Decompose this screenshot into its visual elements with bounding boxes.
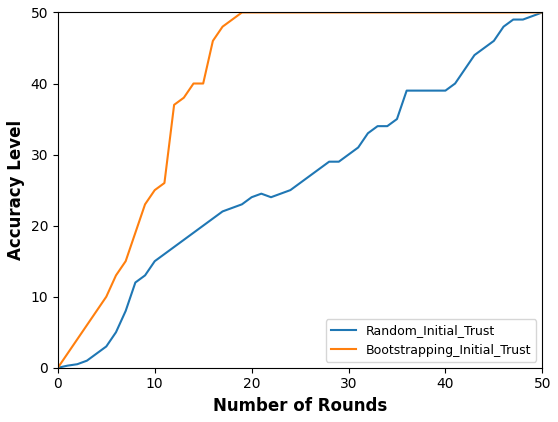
Bootstrapping_Initial_Trust	[190, 81, 197, 86]
Random_Initial_Trust	[374, 124, 381, 129]
Bootstrapping_Initial_Trust	[161, 181, 168, 186]
Random_Initial_Trust	[530, 14, 536, 19]
Bootstrapping_Initial_Trust	[142, 202, 148, 207]
Bootstrapping_Initial_Trust	[84, 322, 90, 327]
Bootstrapping_Initial_Trust	[74, 337, 80, 342]
Random_Initial_Trust	[539, 10, 546, 15]
Legend: Random_Initial_Trust, Bootstrapping_Initial_Trust: Random_Initial_Trust, Bootstrapping_Init…	[325, 319, 536, 362]
Bootstrapping_Initial_Trust	[248, 10, 255, 15]
Bootstrapping_Initial_Trust	[113, 273, 119, 278]
Bootstrapping_Initial_Trust	[219, 24, 226, 29]
Random_Initial_Trust	[55, 365, 61, 371]
Bootstrapping_Initial_Trust	[268, 10, 275, 15]
Bootstrapping_Initial_Trust	[180, 95, 187, 100]
Random_Initial_Trust	[209, 216, 216, 221]
Random_Initial_Trust	[403, 88, 410, 93]
Bootstrapping_Initial_Trust	[539, 10, 546, 15]
Bootstrapping_Initial_Trust	[103, 294, 109, 299]
Bootstrapping_Initial_Trust	[122, 259, 129, 264]
Random_Initial_Trust	[200, 223, 206, 228]
Bootstrapping_Initial_Trust	[239, 10, 246, 15]
Bootstrapping_Initial_Trust	[151, 188, 158, 193]
Bootstrapping_Initial_Trust	[64, 351, 71, 356]
Line: Bootstrapping_Initial_Trust: Bootstrapping_Initial_Trust	[58, 12, 542, 368]
Bootstrapping_Initial_Trust	[132, 230, 139, 235]
Random_Initial_Trust	[161, 252, 168, 257]
Bootstrapping_Initial_Trust	[258, 10, 264, 15]
Bootstrapping_Initial_Trust	[209, 38, 216, 43]
Bootstrapping_Initial_Trust	[200, 81, 206, 86]
Bootstrapping_Initial_Trust	[93, 308, 100, 314]
X-axis label: Number of Rounds: Number of Rounds	[213, 397, 387, 415]
Bootstrapping_Initial_Trust	[229, 17, 235, 22]
Bootstrapping_Initial_Trust	[55, 365, 61, 371]
Bootstrapping_Initial_Trust	[171, 102, 177, 107]
Y-axis label: Accuracy Level: Accuracy Level	[7, 120, 25, 260]
Line: Random_Initial_Trust: Random_Initial_Trust	[58, 12, 542, 368]
